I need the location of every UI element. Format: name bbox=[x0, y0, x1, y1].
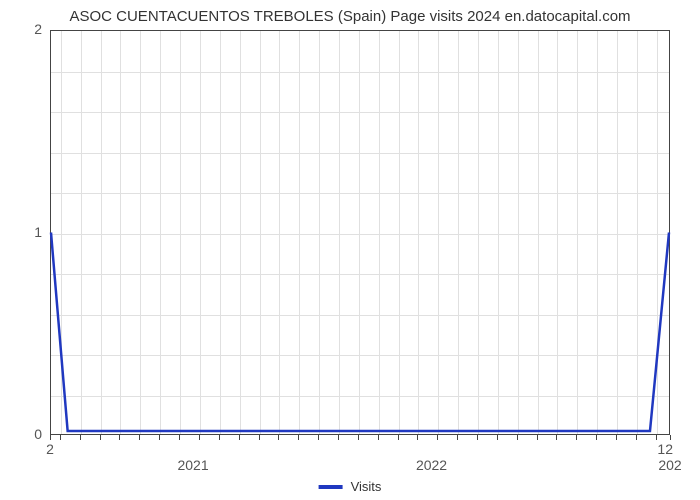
x-minor-tick bbox=[50, 435, 51, 440]
x-minor-tick bbox=[278, 435, 279, 440]
x-minor-tick bbox=[457, 435, 458, 440]
x-minor-tick bbox=[417, 435, 418, 440]
x-minor-tick bbox=[556, 435, 557, 440]
x-minor-tick bbox=[656, 435, 657, 440]
x-minor-tick bbox=[477, 435, 478, 440]
x-secondary-label: 12 bbox=[657, 441, 673, 457]
x-minor-tick bbox=[576, 435, 577, 440]
x-minor-tick bbox=[318, 435, 319, 440]
x-tick-label: 2021 bbox=[177, 457, 208, 473]
x-minor-tick bbox=[139, 435, 140, 440]
x-minor-tick bbox=[239, 435, 240, 440]
x-minor-tick bbox=[517, 435, 518, 440]
x-minor-tick bbox=[537, 435, 538, 440]
legend-label: Visits bbox=[351, 479, 382, 494]
x-minor-tick bbox=[100, 435, 101, 440]
plot-area bbox=[50, 30, 670, 435]
x-minor-tick bbox=[398, 435, 399, 440]
y-tick-label: 0 bbox=[12, 426, 42, 442]
x-minor-tick bbox=[179, 435, 180, 440]
x-minor-tick bbox=[378, 435, 379, 440]
chart-title: ASOC CUENTACUENTOS TREBOLES (Spain) Page… bbox=[69, 8, 630, 25]
x-secondary-label: 2 bbox=[46, 441, 54, 457]
x-minor-tick bbox=[670, 435, 671, 440]
x-minor-tick bbox=[596, 435, 597, 440]
x-minor-tick bbox=[616, 435, 617, 440]
y-tick-label: 2 bbox=[12, 21, 42, 37]
y-tick-label: 1 bbox=[12, 224, 42, 240]
x-minor-tick bbox=[497, 435, 498, 440]
x-minor-tick bbox=[259, 435, 260, 440]
x-minor-tick bbox=[119, 435, 120, 440]
x-minor-tick bbox=[338, 435, 339, 440]
x-minor-tick bbox=[219, 435, 220, 440]
x-minor-tick bbox=[298, 435, 299, 440]
line-series bbox=[51, 31, 669, 434]
chart-container: ASOC CUENTACUENTOS TREBOLES (Spain) Page… bbox=[0, 0, 700, 500]
x-minor-tick bbox=[159, 435, 160, 440]
x-minor-tick bbox=[358, 435, 359, 440]
series-line bbox=[51, 233, 669, 431]
x-minor-tick bbox=[437, 435, 438, 440]
legend: Visits bbox=[319, 479, 382, 494]
legend-swatch bbox=[319, 485, 343, 489]
x-minor-tick bbox=[636, 435, 637, 440]
x-tick-label-edge: 202 bbox=[658, 457, 681, 473]
x-minor-tick bbox=[80, 435, 81, 440]
x-minor-tick bbox=[60, 435, 61, 440]
x-tick-label: 2022 bbox=[416, 457, 447, 473]
x-minor-tick bbox=[199, 435, 200, 440]
